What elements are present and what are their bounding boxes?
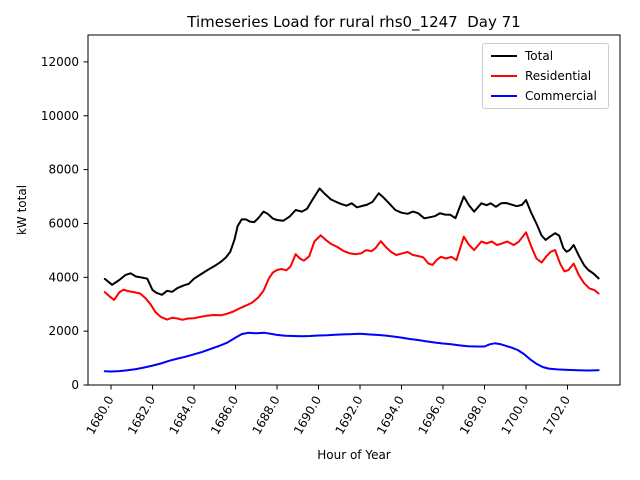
- legend-entry-residential: Residential: [483, 66, 608, 86]
- residential-line-swatch: [491, 75, 517, 77]
- series-line-residential: [103, 231, 600, 321]
- y-axis-label: kW total: [15, 184, 29, 236]
- x-tick-label: 1700.0: [498, 394, 531, 437]
- y-tick-label: 6000: [48, 216, 79, 230]
- legend: Total Residential Commercial: [482, 43, 609, 109]
- series-line-total: [103, 187, 600, 296]
- x-tick-label: 1702.0: [540, 394, 573, 437]
- x-tick-label: 1698.0: [457, 394, 490, 437]
- plot-frame: [87, 34, 621, 386]
- x-tick-label: 1684.0: [167, 394, 200, 437]
- x-tick-label: 1680.0: [84, 394, 117, 437]
- x-tick-label: 1688.0: [249, 394, 282, 437]
- legend-label-residential: Residential: [525, 69, 592, 83]
- y-tick-label: 10000: [41, 109, 79, 123]
- chart-title: Timeseries Load for rural rhs0_1247 Day …: [187, 13, 521, 31]
- legend-label-commercial: Commercial: [525, 89, 597, 103]
- legend-entry-total: Total: [483, 46, 608, 66]
- x-tick-label: 1682.0: [125, 394, 158, 437]
- y-tick-label: 0: [71, 378, 79, 392]
- x-tick-label: 1690.0: [291, 394, 324, 437]
- y-tick-label: 12000: [41, 55, 79, 69]
- commercial-line-swatch: [491, 95, 517, 97]
- x-tick-label: 1686.0: [208, 394, 241, 437]
- total-line-swatch: [491, 55, 517, 57]
- y-tick-label: 2000: [48, 324, 79, 338]
- x-tick-label: 1692.0: [332, 394, 365, 437]
- series-line-commercial: [103, 331, 600, 373]
- legend-label-total: Total: [525, 49, 554, 63]
- y-tick-label: 4000: [48, 270, 79, 284]
- x-tick-label: 1694.0: [374, 394, 407, 437]
- y-tick-label: 8000: [48, 163, 79, 177]
- legend-entry-commercial: Commercial: [483, 86, 608, 106]
- x-axis-label: Hour of Year: [317, 448, 391, 462]
- x-tick-label: 1696.0: [415, 394, 448, 437]
